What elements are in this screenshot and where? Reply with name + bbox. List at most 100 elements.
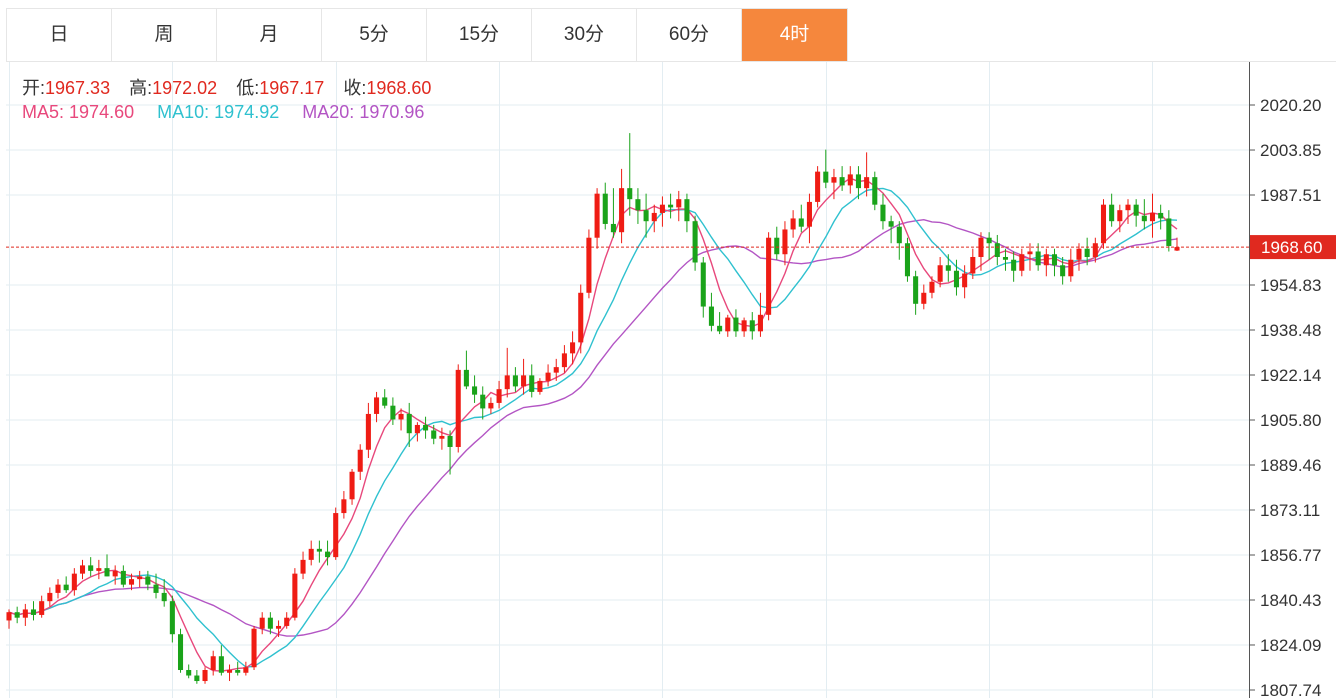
ma10-line (8, 187, 1178, 668)
ma5-line (8, 177, 1178, 672)
high-label: 高: (129, 78, 153, 98)
tab-4hour[interactable]: 4时 (742, 9, 847, 61)
candle-body (439, 435, 445, 439)
candle-body (480, 394, 486, 409)
candle-body (431, 430, 437, 439)
y-tick-label: 1938.48 (1260, 321, 1321, 340)
candle-body (308, 548, 314, 560)
ma10-legend: MA10: 1974.92 (157, 102, 279, 122)
close-label: 收: (343, 78, 367, 98)
candle-body (872, 177, 878, 205)
candle-body (496, 389, 502, 403)
ma5-label: MA5: (22, 102, 65, 122)
candle-body (986, 237, 992, 244)
candle-body (488, 402, 494, 409)
candle-body (676, 199, 682, 208)
candle-body (414, 424, 420, 434)
candle-body (553, 367, 559, 373)
y-tick-label: 2020.20 (1260, 96, 1321, 115)
candle-body (226, 670, 233, 673)
candle-body (823, 171, 829, 183)
tab-day[interactable]: 日 (7, 9, 112, 61)
candle-body (806, 201, 812, 227)
candle-body (1158, 212, 1164, 219)
candle-body (1076, 248, 1082, 260)
ma5-value: 1974.60 (69, 102, 135, 122)
candle-body (512, 375, 518, 387)
candle-body (39, 601, 45, 615)
tab-month[interactable]: 月 (217, 9, 322, 61)
candle-body (1174, 247, 1180, 251)
candle-body (725, 317, 731, 332)
candle-body (202, 670, 208, 682)
candle-body (921, 292, 927, 304)
candle-body (717, 325, 723, 332)
timeframe-tabs: 日 周 月 5分 15分 30分 60分 4时 (6, 8, 848, 62)
candle-body (733, 317, 739, 332)
candle-body (1019, 254, 1025, 271)
candle-body (112, 570, 118, 577)
candle-body (104, 568, 110, 577)
candle-body (47, 592, 53, 602)
candle-body (578, 292, 584, 343)
candle-body (365, 413, 371, 450)
candle-body (1084, 248, 1090, 257)
candle-body (847, 174, 853, 186)
candle-body (259, 617, 265, 629)
chart-legend: 开:1967.33 高:1972.02 低:1967.17 收:1968.60 … (22, 76, 445, 124)
high-value: 1972.02 (152, 78, 218, 98)
tab-30min[interactable]: 30分 (532, 9, 637, 61)
candle-body (267, 617, 273, 629)
y-tick-label: 1889.46 (1260, 456, 1321, 475)
candle-body (169, 601, 175, 635)
tab-week[interactable]: 周 (112, 9, 217, 61)
candle-body (521, 375, 527, 387)
candle-body (659, 204, 665, 213)
candle-body (1043, 254, 1049, 266)
candle-body (708, 306, 714, 326)
candle-body (251, 628, 257, 668)
candle-body (71, 573, 77, 591)
candle-body (284, 617, 290, 626)
candle-body (937, 265, 943, 282)
y-tick-label: 1987.51 (1260, 186, 1321, 205)
open-value: 1967.33 (45, 78, 111, 98)
candle-body (1109, 204, 1115, 222)
candle-body (888, 221, 894, 227)
y-tick-label: 1856.77 (1260, 546, 1321, 565)
tab-15min[interactable]: 15分 (427, 9, 532, 61)
candle-body (292, 573, 298, 618)
ma-row: MA5: 1974.60 MA10: 1974.92 MA20: 1970.96 (22, 100, 445, 124)
candle-body (374, 397, 380, 414)
candle-body (1117, 210, 1123, 222)
candle-body (855, 174, 861, 189)
candle-body (316, 548, 322, 552)
candle-body (651, 212, 657, 222)
candle-body (341, 499, 347, 514)
tab-5min[interactable]: 5分 (322, 9, 427, 61)
candle-body (741, 320, 747, 332)
candle-body (545, 372, 551, 381)
candle-body (382, 397, 388, 406)
candle-body (120, 570, 126, 585)
candle-body (561, 353, 567, 368)
candle-body (22, 609, 28, 618)
candle-body (970, 256, 976, 274)
candle-body (529, 375, 535, 392)
current-price-label: 1968.60 (1261, 238, 1322, 257)
candle-body (1035, 251, 1041, 266)
candle-body (594, 193, 600, 238)
candle-body (904, 243, 910, 277)
y-tick-label: 1873.11 (1260, 501, 1320, 520)
candle-body (1068, 259, 1074, 277)
candle-body (1125, 204, 1131, 211)
candle-body (537, 380, 543, 392)
candle-body (153, 584, 159, 593)
tab-60min[interactable]: 60分 (637, 9, 742, 61)
ma5-legend: MA5: 1974.60 (22, 102, 134, 122)
candle-body (398, 413, 404, 420)
y-tick-label: 1922.14 (1260, 366, 1321, 385)
candle-body (63, 584, 69, 591)
candle-body (218, 656, 224, 673)
